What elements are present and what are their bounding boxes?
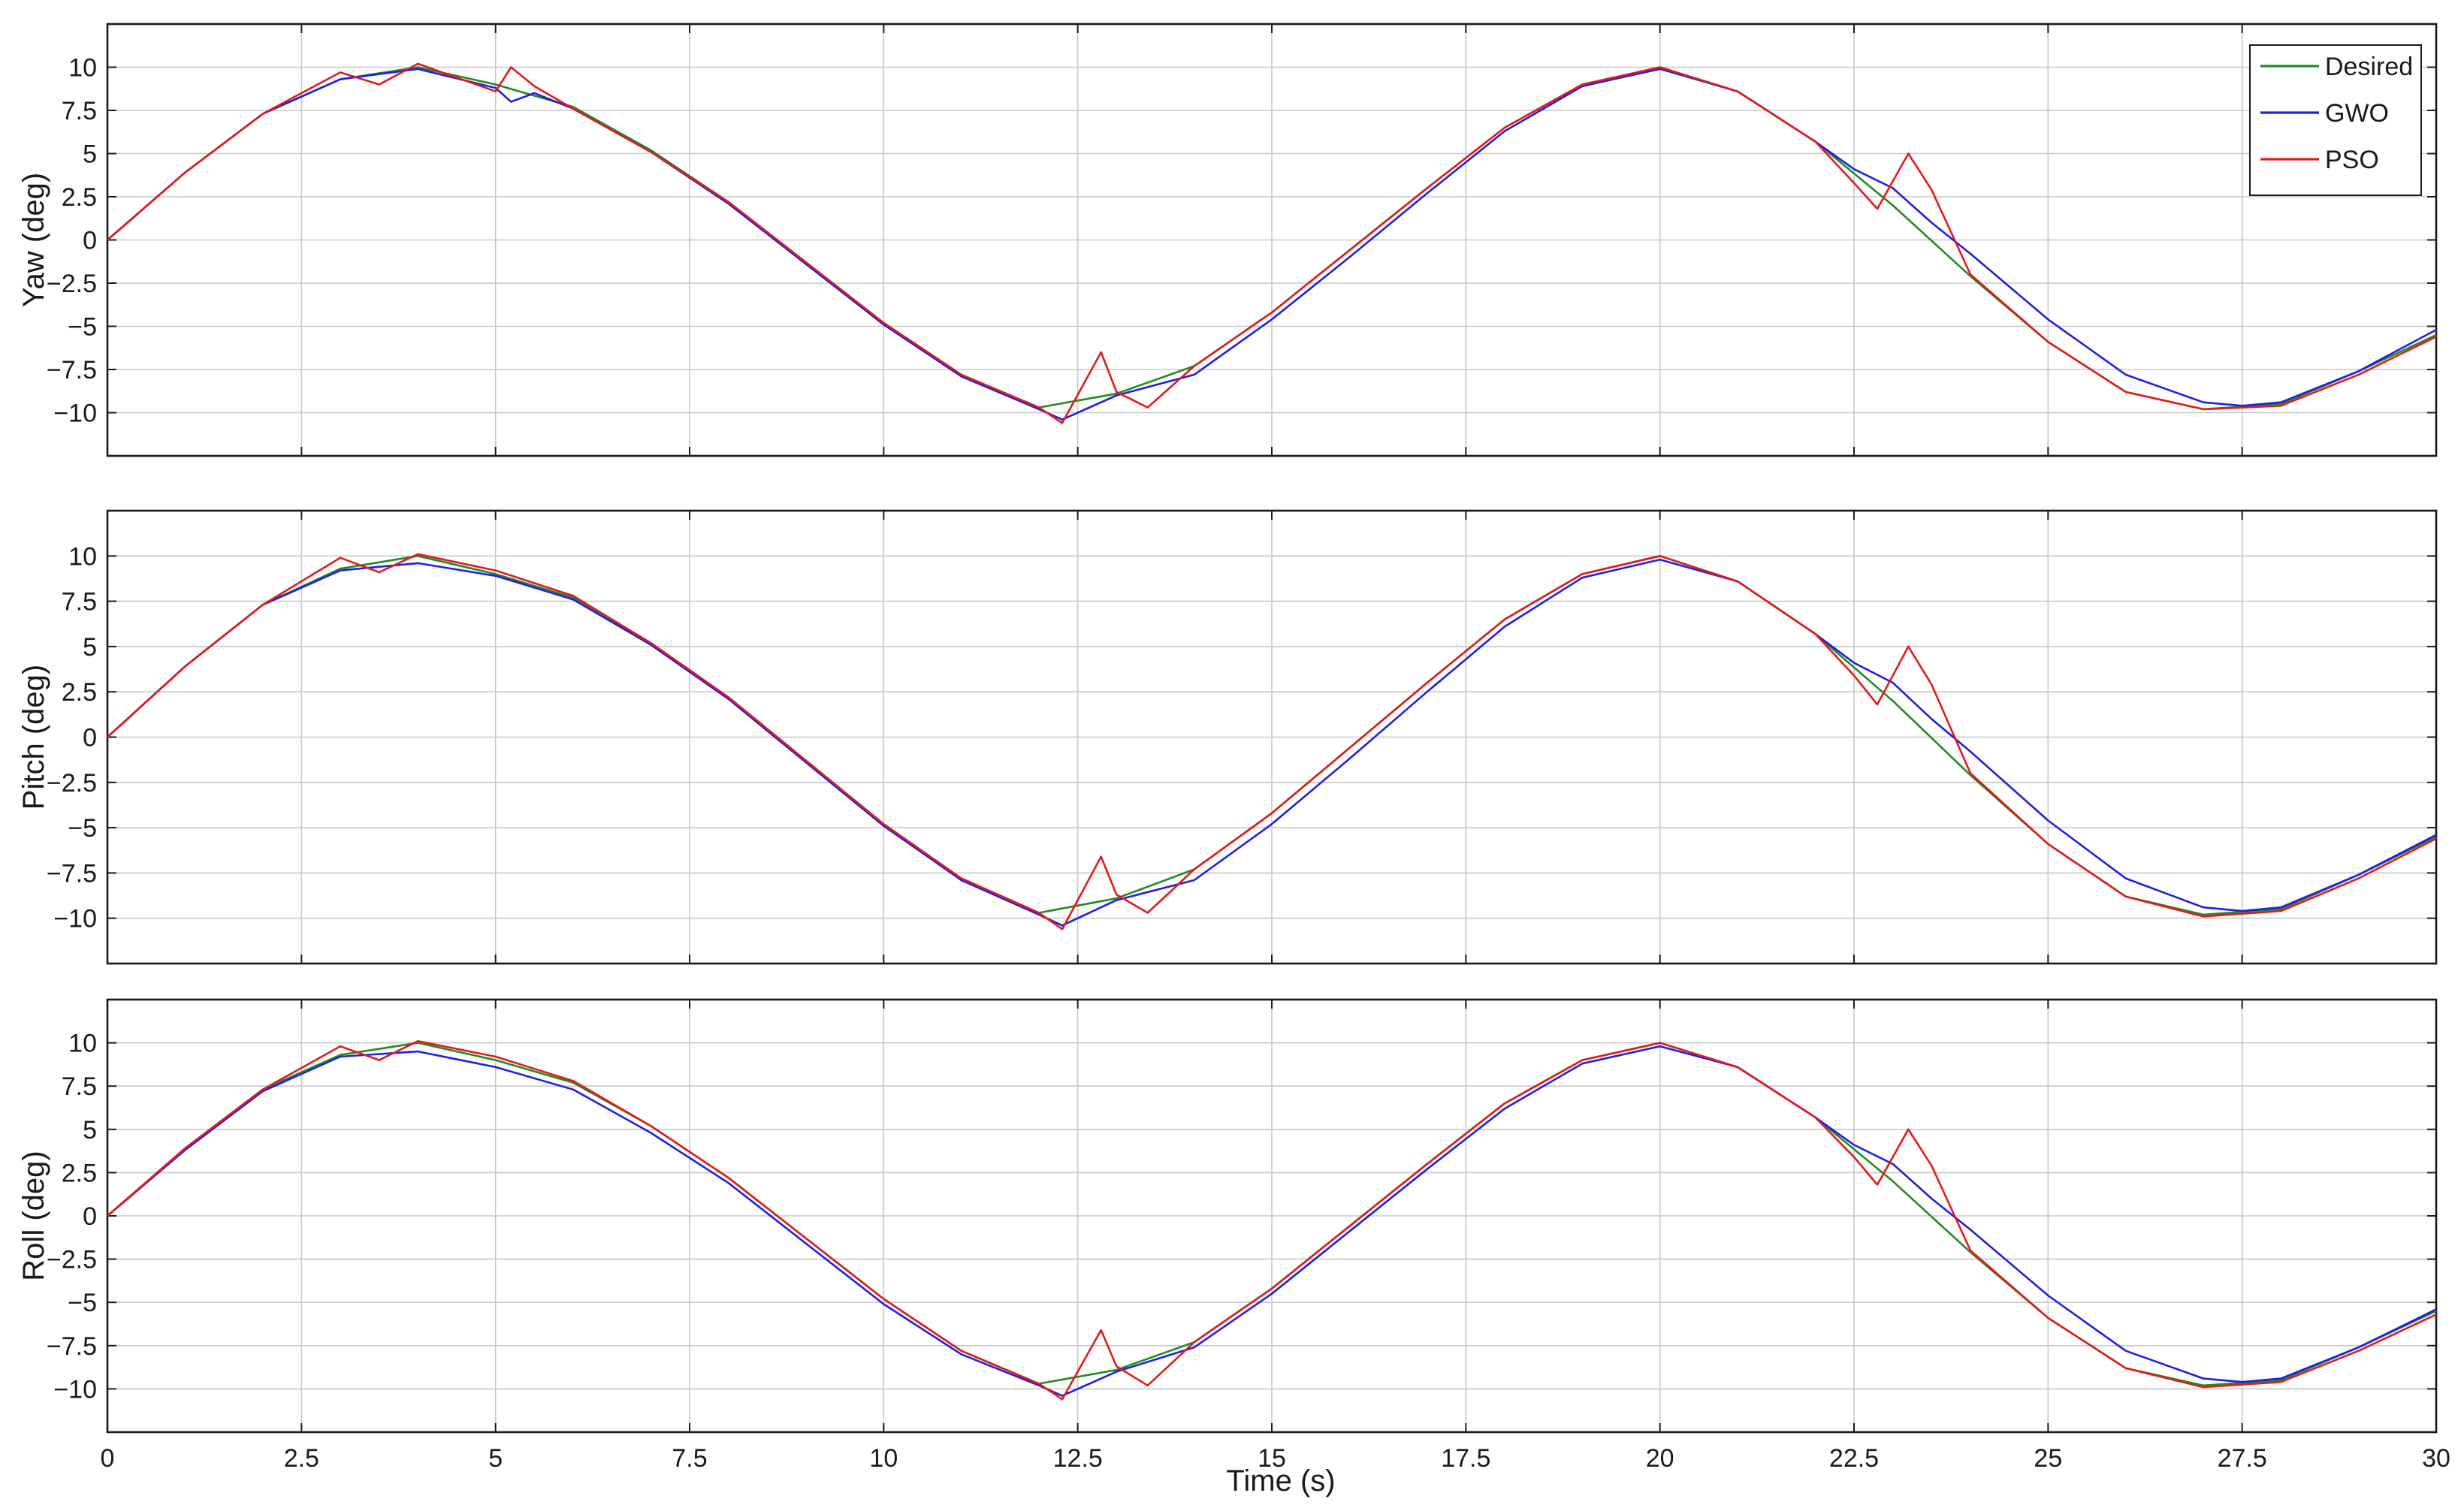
legend-label-gwo: GWO — [2325, 99, 2389, 128]
y-tick-label: −2.5 — [47, 1246, 97, 1274]
x-tick-label: 15 — [1258, 1444, 1286, 1473]
y-tick-label: 5 — [83, 140, 97, 169]
series-line-pso — [107, 62, 2437, 424]
y-tick-label: 10 — [68, 1030, 97, 1058]
y-tick-label: −7.5 — [47, 1332, 97, 1361]
y-tick-label: 0 — [83, 1202, 97, 1231]
x-tick-label: 30 — [2422, 1444, 2450, 1473]
x-tick-label: 17.5 — [1441, 1444, 1490, 1473]
y-tick-label: −5 — [68, 313, 97, 342]
y-tick-label: −5 — [68, 814, 97, 843]
legend: Desired GWO PSO — [2249, 44, 2422, 196]
y-tick-label: 2.5 — [62, 183, 97, 212]
y-tick-label: 7.5 — [62, 97, 97, 125]
panel-1: 10 7.5 5 2.5 0 −2.5 −5 −7.5 −10 Pitch (deg) — [17, 509, 2438, 965]
x-tick-label: 22.5 — [1829, 1444, 1879, 1473]
series-line-pso — [107, 553, 2437, 930]
y-tick-label: 0 — [83, 227, 97, 255]
x-tick-label: 20 — [1646, 1444, 1674, 1473]
y-tick-label: 7.5 — [62, 588, 97, 617]
legend-box — [2249, 44, 2422, 196]
x-tick-label: 12.5 — [1053, 1444, 1103, 1473]
y-tick-label: 2.5 — [62, 1159, 97, 1187]
chart-panels: 10 7.5 5 2.5 0 −2.5 −5 −7.5 −10 Yaw (deg) Desired G… — [17, 23, 2450, 1473]
y-tick-label: 0 — [83, 724, 97, 752]
x-tick-label: 7.5 — [672, 1444, 707, 1473]
y-tick-label: 5 — [83, 1116, 97, 1145]
y-tick-label: −10 — [53, 1375, 97, 1404]
x-tick-label: 10 — [869, 1444, 898, 1473]
y-tick-label: −10 — [53, 400, 97, 428]
y-tick-label: 5 — [83, 633, 97, 662]
series-line-pso — [107, 1040, 2437, 1401]
y-tick-label: 10 — [68, 542, 97, 571]
y-tick-label: 7.5 — [62, 1072, 97, 1101]
y-tick-label: −2.5 — [47, 769, 97, 798]
x-tick-label: 0 — [101, 1444, 115, 1473]
series-line-gwo — [107, 68, 2437, 421]
panel-0: 10 7.5 5 2.5 0 −2.5 −5 −7.5 −10 Yaw (deg) Desired G… — [17, 23, 2438, 457]
x-axis-label: Time (s) — [1226, 1464, 1335, 1497]
y-tick-label: −10 — [53, 905, 97, 933]
series-line-gwo — [107, 558, 2437, 927]
y-tick-label: −7.5 — [47, 356, 97, 385]
y-axis-label: Pitch (deg) — [17, 665, 50, 810]
y-tick-label: 10 — [68, 54, 97, 83]
x-tick-label: 5 — [488, 1444, 503, 1473]
y-tick-label: −5 — [68, 1289, 97, 1317]
x-tick-label: 25 — [2034, 1444, 2062, 1473]
x-tick-label: 27.5 — [2218, 1444, 2267, 1473]
y-axis-label: Roll (deg) — [17, 1151, 50, 1280]
series-line-gwo — [107, 1045, 2437, 1397]
panel-2: 10 7.5 5 2.5 0 −2.5 −5 −7.5 −10 Roll (deg) 0 2.5 5 7.… — [17, 998, 2450, 1473]
legend-label-pso: PSO — [2325, 146, 2379, 174]
y-tick-label: 2.5 — [62, 678, 97, 707]
y-axis-label: Yaw (deg) — [17, 173, 50, 307]
y-tick-label: −7.5 — [47, 859, 97, 888]
x-tick-label: 2.5 — [284, 1444, 319, 1473]
legend-label-desired: Desired — [2325, 53, 2413, 81]
y-tick-label: −2.5 — [47, 270, 97, 298]
